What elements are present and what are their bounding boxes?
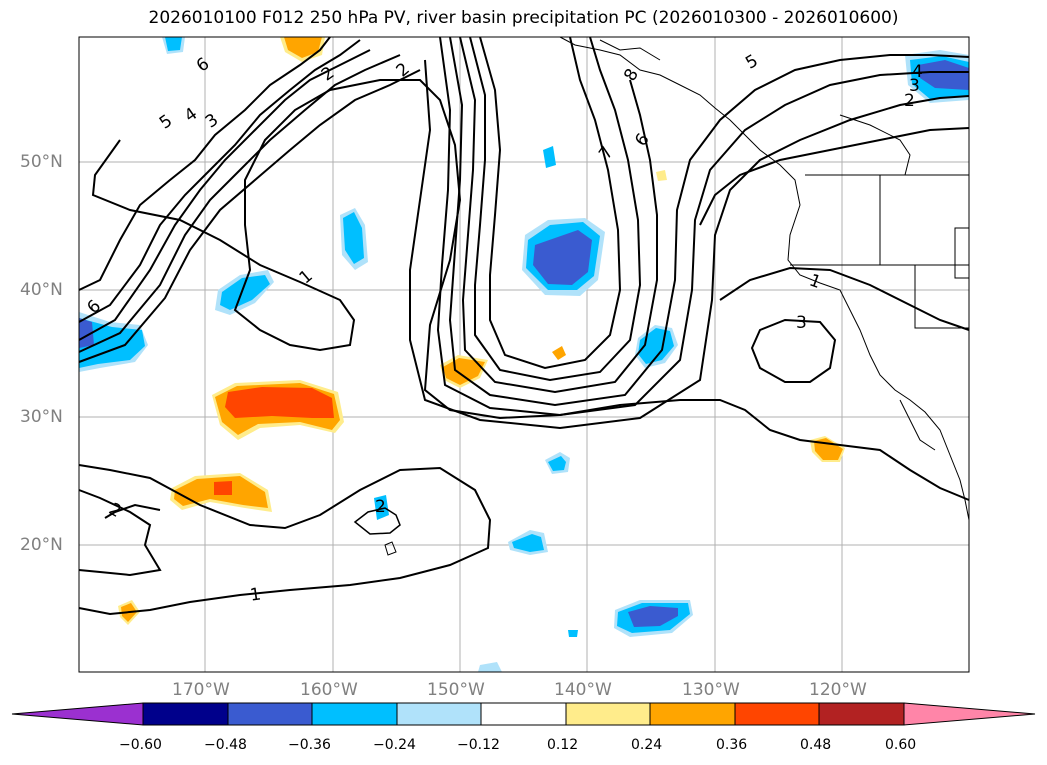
lon-label: 140°W (554, 680, 612, 700)
colorbar-bin (818, 702, 905, 726)
colorbar-tick: −0.24 (373, 737, 416, 753)
contour-label: 3 (796, 313, 807, 333)
graticule (79, 37, 969, 672)
lat-label: 30°N (20, 407, 63, 427)
colorbar-tick: 0.36 (716, 737, 748, 753)
colorbar-tick: −0.36 (288, 737, 331, 753)
colorbar-tick: −0.48 (204, 737, 247, 753)
colorbar-bin (734, 702, 820, 726)
colorbar-bin (311, 702, 398, 726)
colorbar-tick: 0.12 (547, 737, 579, 753)
contour-label: 2 (375, 497, 386, 517)
lon-label: 130°W (682, 680, 740, 700)
colorbar (11, 702, 1036, 726)
lat-label: 20°N (20, 535, 63, 555)
colorbar-bin (565, 702, 651, 726)
contour-label: 3 (909, 76, 920, 96)
lat-label: 40°N (20, 280, 63, 300)
colorbar-bin (649, 702, 736, 726)
colorbar-bin (227, 702, 313, 726)
map-title: 2026010100 F012 250 hPa PV, river basin … (148, 8, 899, 28)
contour-label: 4 (912, 62, 923, 82)
colorbar-bin (396, 702, 482, 726)
pv-contours (78, 36, 970, 616)
map-frame (78, 36, 970, 673)
lon-label: 170°W (172, 680, 230, 700)
lon-label: 160°W (300, 680, 358, 700)
colorbar-under-arrow (11, 702, 144, 726)
colorbar-tick: 0.48 (800, 737, 832, 753)
colorbar-tick: −0.12 (457, 737, 500, 753)
colorbar-over-arrow (903, 702, 1036, 726)
colorbar-tick: 0.60 (885, 737, 917, 753)
lon-label: 150°W (427, 680, 485, 700)
contour-label: 1 (249, 584, 263, 605)
contour-label: 2 (904, 91, 915, 111)
colorbar-tick: −0.60 (119, 737, 162, 753)
map-area (79, 37, 969, 672)
lat-label: 50°N (20, 152, 63, 172)
colorbar-bin (480, 702, 567, 726)
colorbar-tick: 0.24 (631, 737, 663, 753)
colorbar-bin (142, 702, 229, 726)
lon-label: 120°W (809, 680, 867, 700)
